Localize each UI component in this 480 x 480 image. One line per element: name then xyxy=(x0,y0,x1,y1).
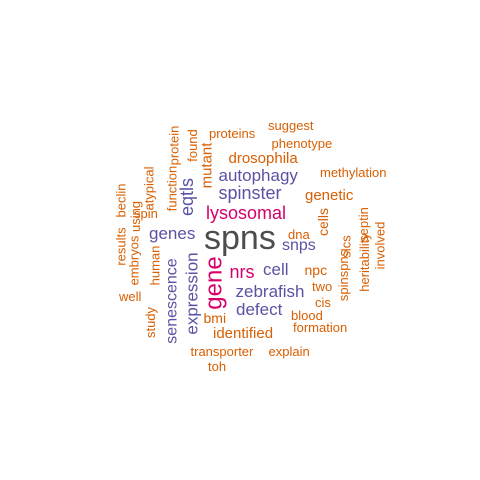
word-involved: involved xyxy=(372,221,388,269)
word-autophagy: autophagy xyxy=(218,165,298,185)
word-snps: snps xyxy=(282,237,316,254)
word-suggest: suggest xyxy=(268,117,314,133)
word-formation: formation xyxy=(293,319,348,335)
word-proteins: proteins xyxy=(209,125,256,141)
word-septin: septin xyxy=(355,206,371,242)
word-nrs: nrs xyxy=(229,262,255,282)
word-eqtls: eqtls xyxy=(177,177,198,217)
word-explain: explain xyxy=(268,343,310,359)
word-dna: dna xyxy=(288,226,310,242)
word-expression: expression xyxy=(182,251,202,335)
word-genetic: genetic xyxy=(305,186,354,204)
word-zebrafish: zebrafish xyxy=(235,281,305,301)
word-human: human xyxy=(147,245,163,285)
word-protein: protein xyxy=(166,125,182,165)
word-senescence: senescence xyxy=(163,258,181,344)
word-found: found xyxy=(184,128,200,162)
word-npc: npc xyxy=(304,262,328,278)
word-function: function xyxy=(164,165,180,211)
word-spinspns: spinspns xyxy=(335,249,351,301)
word-study: study xyxy=(142,306,158,338)
word-spns: spns xyxy=(204,219,276,257)
word-bmi: bmi xyxy=(203,310,227,326)
word-using: using xyxy=(127,200,143,232)
word-drosophila: drosophila xyxy=(228,149,298,167)
word-cell: cell xyxy=(263,259,289,279)
word-mutant: mutant xyxy=(198,142,216,188)
word-identified: identified xyxy=(213,324,274,342)
word-defect: defect xyxy=(236,299,283,319)
word-beclin: beclin xyxy=(113,183,129,217)
word-toh: toh xyxy=(208,358,227,374)
word-gene: gene xyxy=(200,256,228,310)
word-genes: genes xyxy=(149,223,196,243)
word-embryos: embryos xyxy=(126,235,142,285)
word-two: two xyxy=(312,278,333,294)
word-well: well xyxy=(119,288,142,304)
word-atypical: atypical xyxy=(141,165,157,211)
word-lysosomal: lysosomal xyxy=(206,203,287,223)
word-transporter: transporter xyxy=(190,343,254,359)
word-spinster: spinster xyxy=(218,183,282,203)
word-methylation: methylation xyxy=(320,164,387,180)
word-cis: cis xyxy=(315,294,331,310)
word-cells: cells xyxy=(315,207,332,237)
word-blood: blood xyxy=(291,307,323,323)
word-spin: spin xyxy=(134,205,158,221)
word-phenotype: phenotype xyxy=(271,135,333,151)
